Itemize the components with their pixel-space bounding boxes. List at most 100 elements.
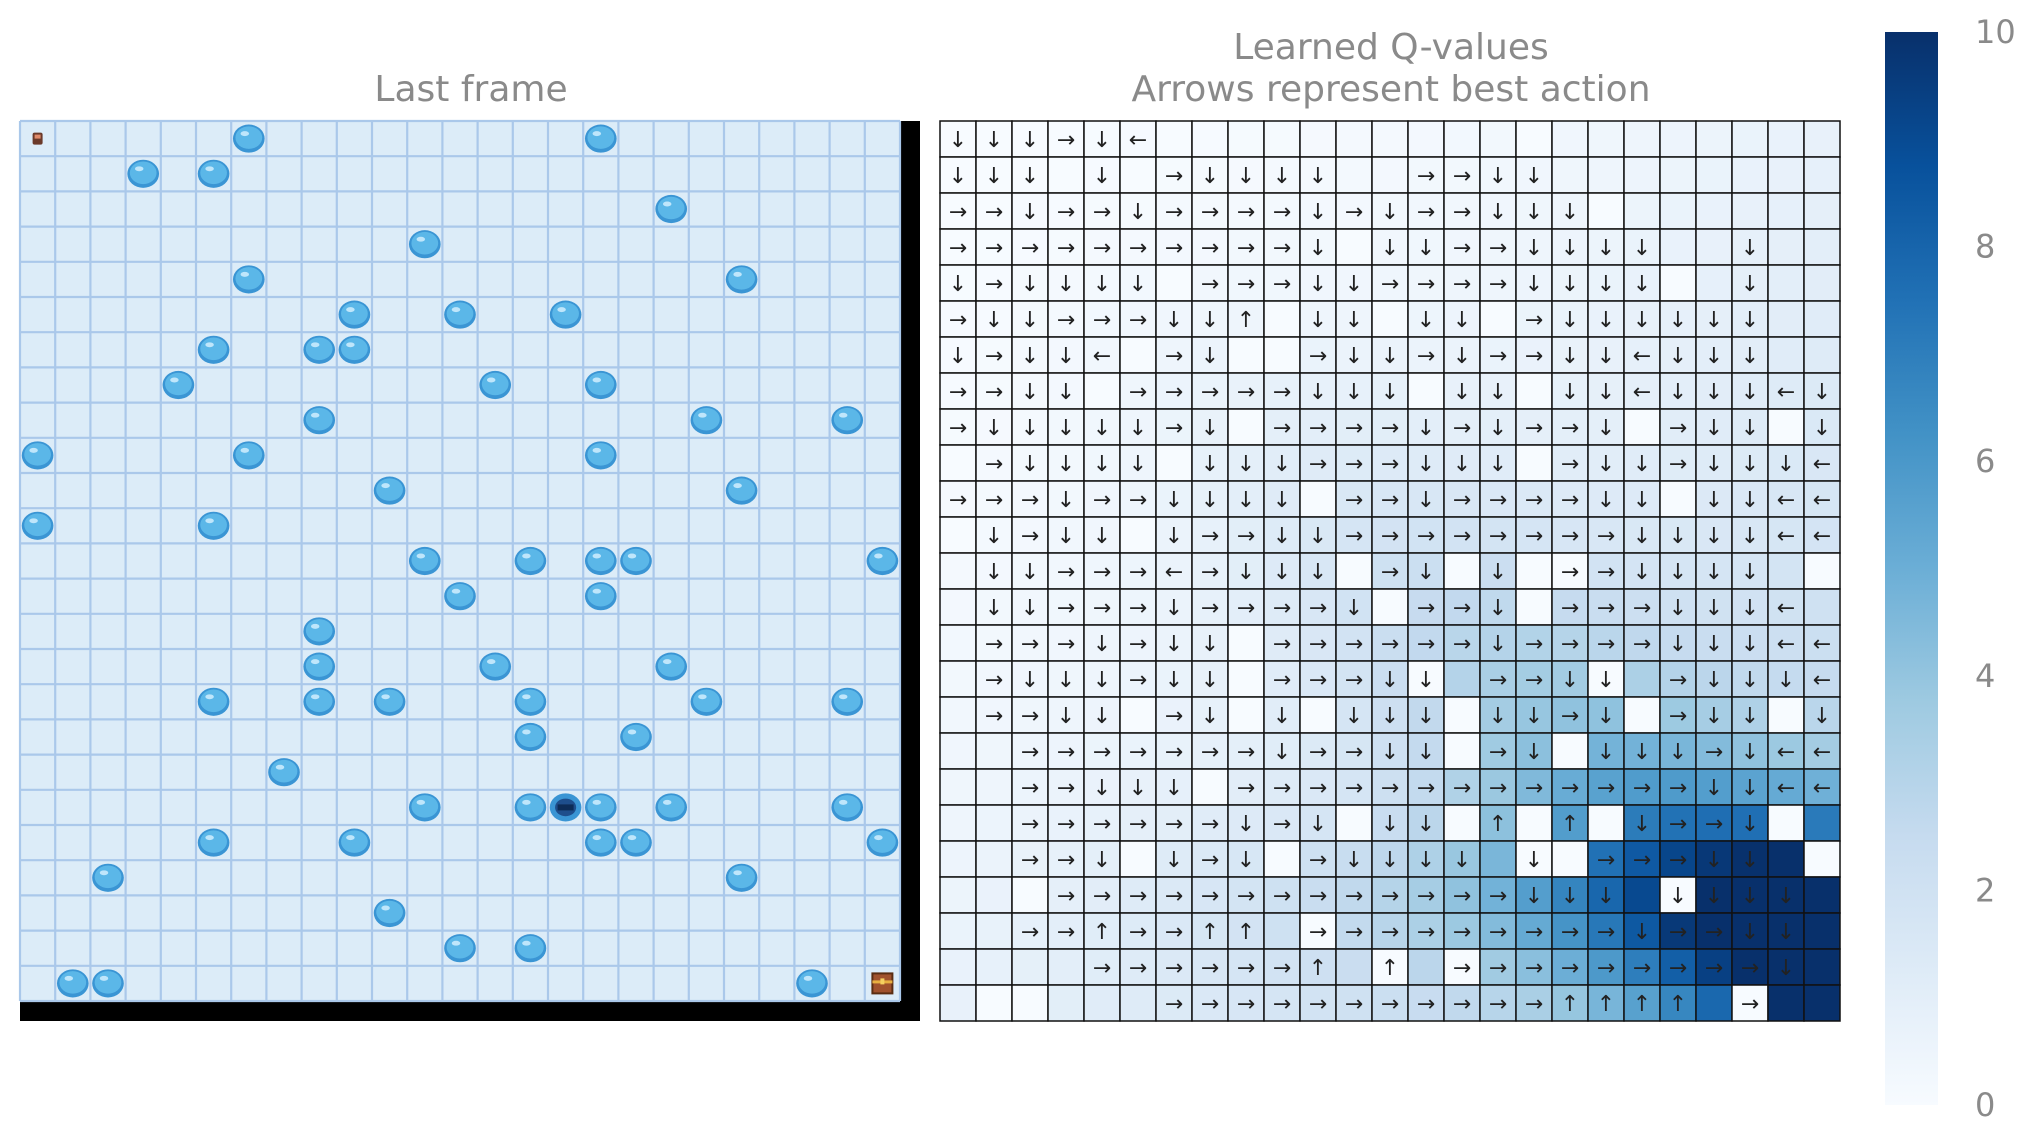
best-action-arrow: ↓ <box>1417 848 1435 873</box>
best-action-arrow: → <box>1489 236 1507 261</box>
best-action-arrow: → <box>1417 344 1435 369</box>
best-action-arrow: ↓ <box>1525 272 1543 297</box>
heatmap-cell <box>1515 192 1553 230</box>
best-action-arrow: ↓ <box>1597 884 1615 909</box>
heatmap-cell <box>1227 624 1265 662</box>
best-action-arrow: → <box>1489 668 1507 693</box>
best-action-arrow: ↓ <box>1129 416 1147 441</box>
best-action-arrow: ← <box>1813 776 1831 801</box>
heatmap-cell <box>1443 552 1481 590</box>
best-action-arrow: → <box>1453 776 1471 801</box>
heatmap-cell <box>1731 264 1769 302</box>
best-action-arrow: ↓ <box>1777 884 1795 909</box>
heatmap-cell <box>1767 984 1805 1022</box>
colorbar-tick-label: 4 <box>1975 657 1995 695</box>
heatmap-cell <box>1299 120 1337 158</box>
heatmap-cell <box>1119 228 1157 266</box>
best-action-arrow: → <box>1273 632 1291 657</box>
best-action-arrow: → <box>1093 884 1111 909</box>
best-action-arrow: → <box>1345 632 1363 657</box>
best-action-arrow: → <box>1345 992 1363 1017</box>
heatmap-cell <box>1803 156 1841 194</box>
best-action-arrow: ↓ <box>1669 344 1687 369</box>
best-action-arrow: ↓ <box>1237 452 1255 477</box>
heatmap-cell <box>1587 120 1625 158</box>
heatmap-cell <box>1767 588 1805 626</box>
ice-hole-icon <box>725 265 758 294</box>
best-action-arrow: ↑ <box>1093 920 1111 945</box>
heatmap-cell <box>1767 876 1805 914</box>
best-action-arrow: → <box>985 272 1003 297</box>
best-action-arrow: → <box>985 668 1003 693</box>
heatmap-cell <box>1191 552 1229 590</box>
best-action-arrow: ↓ <box>1597 704 1615 729</box>
best-action-arrow: ↓ <box>1489 164 1507 189</box>
heatmap-cell <box>1227 552 1265 590</box>
best-action-arrow: ↓ <box>1705 704 1723 729</box>
best-action-arrow: ↓ <box>1741 920 1759 945</box>
heatmap-cell <box>939 588 977 626</box>
heatmap-cell <box>1803 948 1841 986</box>
heatmap-cell <box>1551 840 1589 878</box>
heatmap-cell <box>1407 948 1445 986</box>
best-action-arrow: ↓ <box>1093 128 1111 153</box>
best-action-arrow: ↑ <box>1237 920 1255 945</box>
best-action-arrow: → <box>1129 632 1147 657</box>
best-action-arrow: → <box>1309 596 1327 621</box>
ice-hole-icon <box>197 687 230 716</box>
heatmap-cell <box>1371 588 1409 626</box>
heatmap-cell <box>1695 984 1733 1022</box>
best-action-arrow: → <box>1381 920 1399 945</box>
heatmap-cell <box>1803 372 1841 410</box>
best-action-arrow: ↓ <box>1741 740 1759 765</box>
best-action-arrow: ↓ <box>1453 308 1471 333</box>
best-action-arrow: → <box>1669 776 1687 801</box>
best-action-arrow: → <box>1453 488 1471 513</box>
heatmap-cell <box>1407 336 1445 374</box>
heatmap-cell <box>1479 984 1517 1022</box>
heatmap-cell <box>1155 156 1193 194</box>
ice-hole-icon <box>373 476 406 505</box>
best-action-arrow: → <box>985 236 1003 261</box>
best-action-arrow: ↓ <box>1741 524 1759 549</box>
heatmap-cell <box>1803 552 1841 590</box>
best-action-arrow: → <box>1201 524 1219 549</box>
heatmap-cell <box>1335 876 1373 914</box>
heatmap-cell <box>1443 696 1481 734</box>
best-action-arrow: ↓ <box>1705 560 1723 585</box>
best-action-arrow: ↓ <box>1597 452 1615 477</box>
best-action-arrow: ↓ <box>1705 596 1723 621</box>
heatmap-cell <box>1623 372 1661 410</box>
heatmap-cell <box>1155 732 1193 770</box>
best-action-arrow: ↓ <box>1381 740 1399 765</box>
heatmap-cell <box>1731 984 1769 1022</box>
best-action-arrow: → <box>985 452 1003 477</box>
best-action-arrow: → <box>1093 308 1111 333</box>
heatmap-cell <box>1731 336 1769 374</box>
best-action-arrow: ↓ <box>1525 200 1543 225</box>
best-action-arrow: ↓ <box>1705 308 1723 333</box>
ice-hole-icon <box>232 441 265 470</box>
best-action-arrow: → <box>1093 200 1111 225</box>
best-action-arrow: → <box>1561 560 1579 585</box>
heatmap-cell <box>1083 372 1121 410</box>
heatmap-cell <box>1587 372 1625 410</box>
heatmap-cell <box>939 660 977 698</box>
best-action-arrow: → <box>1453 992 1471 1017</box>
best-action-arrow: → <box>1273 236 1291 261</box>
heatmap-cell <box>975 804 1013 842</box>
heatmap-cell <box>1587 156 1625 194</box>
heatmap-cell <box>1227 372 1265 410</box>
heatmap-cell <box>1515 516 1553 554</box>
heatmap-cell <box>1659 624 1697 662</box>
heatmap-cell <box>975 408 1013 446</box>
best-action-arrow: ↓ <box>1741 596 1759 621</box>
best-action-arrow: → <box>1345 776 1363 801</box>
heatmap-cell <box>1515 552 1553 590</box>
heatmap-cell <box>1515 372 1553 410</box>
heatmap-cell <box>1263 948 1301 986</box>
heatmap-cell <box>1335 228 1373 266</box>
heatmap-cell <box>1731 120 1769 158</box>
best-action-arrow: → <box>1165 884 1183 909</box>
